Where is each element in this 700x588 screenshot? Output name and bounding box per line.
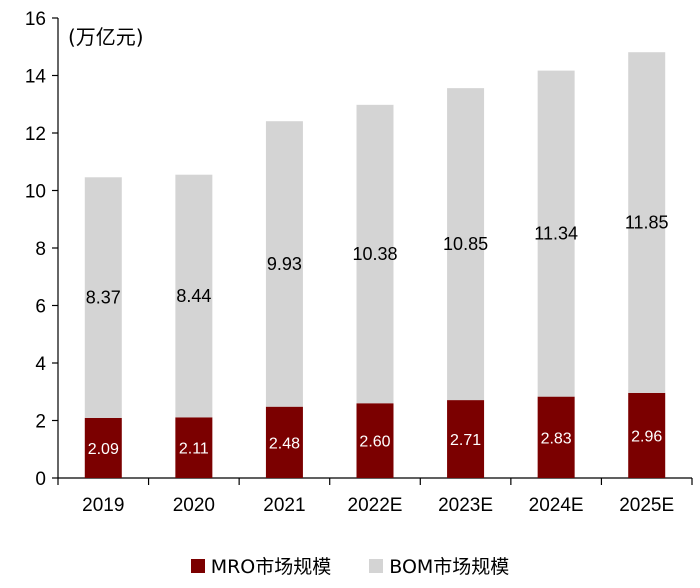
bar-mro <box>84 417 122 478</box>
data-label-bom: 11.34 <box>534 224 578 244</box>
bar-mro <box>628 392 666 478</box>
bar-mro <box>447 400 485 478</box>
bar-mro <box>265 406 303 478</box>
x-tick-label: 2025E <box>619 495 674 516</box>
y-tick-label: 2 <box>35 412 46 433</box>
bar-bom <box>84 177 122 418</box>
legend-item-bom: BOM市场规模 <box>369 552 509 579</box>
data-label-mro: 2.83 <box>541 430 572 447</box>
y-tick-label: 0 <box>35 469 46 490</box>
data-label-mro: 2.71 <box>450 432 481 449</box>
y-tick-label: 16 <box>25 9 46 30</box>
bar-bom <box>175 174 213 418</box>
y-tick-label: 4 <box>35 354 46 375</box>
bar-mro <box>175 417 213 478</box>
y-axis: 0 2 4 6 8 10 12 14 16 <box>25 9 59 490</box>
data-label-bom: 9.93 <box>267 254 302 274</box>
data-label-bom: 10.38 <box>352 244 397 264</box>
data-label-mro: 2.11 <box>179 441 209 458</box>
legend-label-bom: BOM市场规模 <box>389 556 510 578</box>
data-label-bom: 8.37 <box>86 288 121 308</box>
data-label-bom: 11.85 <box>625 213 669 233</box>
x-tick-label: 2020 <box>173 495 215 516</box>
legend-swatch-bom <box>369 558 384 573</box>
bar-bom <box>537 70 575 397</box>
y-tick-label: 6 <box>35 297 46 318</box>
legend-item-mro: MRO市场规模 <box>190 552 332 579</box>
x-tick-label: 2019 <box>82 495 124 516</box>
x-tick-label: 2022E <box>348 495 403 516</box>
data-label-bom: 8.44 <box>176 286 211 306</box>
bar-mro <box>356 403 394 478</box>
bar-bom <box>628 52 666 393</box>
bar-mro <box>537 396 575 478</box>
legend-swatch-mro <box>190 558 205 573</box>
legend: MRO市场规模 BOM市场规模 <box>0 552 700 579</box>
bars <box>84 52 666 478</box>
bar-bom <box>356 104 394 404</box>
x-tick-label: 2021 <box>263 495 305 516</box>
data-label-mro: 2.09 <box>88 441 119 458</box>
x-tick-label: 2024E <box>529 495 584 516</box>
data-label-mro: 2.96 <box>631 428 662 445</box>
unit-label: (万亿元) <box>68 25 144 49</box>
y-tick-label: 14 <box>25 67 47 88</box>
y-tick-label: 12 <box>25 124 46 145</box>
data-labels: 2.09 8.37 2.11 8.44 2.48 9.93 2.60 10.38 2.71 10.… <box>86 213 669 458</box>
x-axis: 2019 2020 2021 2022E 2023E 2024E 2025E <box>57 477 693 516</box>
data-label-bom: 10.85 <box>443 234 488 254</box>
x-tick-label: 2023E <box>438 495 493 516</box>
bar-bom <box>447 88 485 401</box>
legend-label-mro: MRO市场规模 <box>210 556 332 578</box>
data-label-mro: 2.60 <box>359 434 390 451</box>
y-tick-label: 8 <box>35 239 46 260</box>
data-label-mro: 2.48 <box>269 435 300 452</box>
y-tick-label: 10 <box>25 182 46 203</box>
bar-bom <box>265 121 303 407</box>
